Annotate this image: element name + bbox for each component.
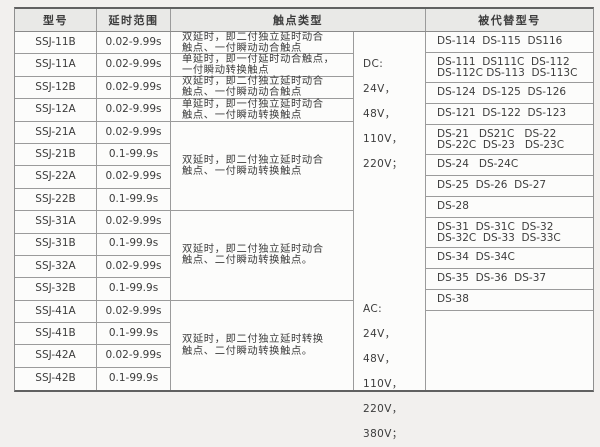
model-cell: SSJ-12A xyxy=(15,99,96,122)
delay-range-column: 0.02-9.99s 0.02-9.99s 0.02-9.99s 0.02-9.99s… xyxy=(97,32,171,390)
replaced-models-cell: DS-38 xyxy=(426,290,593,311)
delay-cell: 0.02-9.99s xyxy=(97,345,170,368)
model-cell: SSJ-21B xyxy=(15,144,96,167)
model-column: SSJ-11B SSJ-11A SSJ-12B SSJ-12A SSJ-21A SSJ-2… xyxy=(15,32,97,390)
contact-type-cell: 双延时，即二付独立延时动合 触点、一付瞬动转换触点 xyxy=(171,122,353,212)
contact-type-cell: 双延时，即二付独立延时转换 触点、二付瞬动转换触点。 xyxy=(182,333,324,357)
delay-cell: 0.02-9.99s xyxy=(97,301,170,324)
header-replaced-model: 被代替型号 xyxy=(478,14,541,27)
model-cell: SSJ-31B xyxy=(15,234,96,256)
model-cell: SSJ-42B xyxy=(35,372,76,385)
dc-voltage-text: DC: 24V，48V， 110V，220V； xyxy=(363,58,403,170)
replaced-models-cell: DS-35 DS-36 DS-37 xyxy=(426,269,593,290)
delay-cell: 0.02-9.99s xyxy=(97,77,170,100)
contact-type-cell: 双延时，即二付独立延时动合 触点、一付瞬动动合触点 xyxy=(171,31,353,55)
ac-voltage-text: AC: 24V，48V， 110V，220V， 380V； xyxy=(363,303,403,440)
replaced-models-cell: DS-28 xyxy=(426,197,593,218)
contact-type-cell: 双延时，即二付独立延时动合 触点、一付瞬动动合触点 xyxy=(171,76,353,100)
delay-cell: 0.02-9.99s xyxy=(97,122,170,144)
model-cell: SSJ-21A xyxy=(15,122,96,144)
voltage-column: DC: 24V，48V， 110V，220V； AC: 24V，48V， 110… xyxy=(354,32,426,440)
voltage-cell: DC: 24V，48V， 110V，220V； AC: 24V，48V， 110… xyxy=(354,32,425,440)
model-cell: SSJ-12B xyxy=(15,77,96,100)
header-delay-range: 延时范围 xyxy=(97,9,171,31)
replaced-models-cell: DS-21 DS21C DS-22 DS-22C DS-23 DS-23C xyxy=(426,125,593,155)
delay-cell: 0.1-99.9s xyxy=(97,278,170,301)
header-contact-type: 触点类型 xyxy=(171,9,426,31)
delay-cell: 0.02-9.99s xyxy=(97,54,170,77)
delay-cell: 0.02-9.99s xyxy=(97,99,170,122)
delay-cell: 0.1-99.9s xyxy=(108,372,159,385)
delay-cell: 0.02-9.99s xyxy=(97,32,170,55)
replaced-models-cell: DS-25 DS-26 DS-27 xyxy=(426,176,593,197)
contact-type-cell: 单延时，即一付独立延时动合 触点、一付瞬动转换触点 xyxy=(171,98,353,122)
model-cell: SSJ-11A xyxy=(15,54,96,77)
delay-cell: 0.1-99.9s xyxy=(97,189,170,212)
contact-type-cell: 单延时，即一付延时动合触点， 一付瞬动转换触点 xyxy=(171,53,353,77)
replaced-models-cell: DS-24 DS-24C xyxy=(426,155,593,176)
delay-cell: 0.02-9.99s xyxy=(97,211,170,234)
replaced-models-cell: DS-111 DS111C DS-112 DS-112C DS-113 DS-1… xyxy=(426,53,593,83)
model-cell: SSJ-11B xyxy=(15,32,96,55)
contact-type-column: 双延时，即二付独立延时动合 触点、一付瞬动动合触点 单延时，即一付延时动合触点， … xyxy=(171,31,354,390)
table-header-row: 型号 延时范围 触点类型 被代替型号 xyxy=(15,9,593,32)
replaced-models-cell: DS-31 DS-31C DS-32 DS-32C DS-33 DS-33C xyxy=(426,218,593,248)
header-model: 型号 xyxy=(15,9,97,31)
delay-cell: 0.1-99.9s xyxy=(97,323,170,346)
delay-cell: 0.02-9.99s xyxy=(97,166,170,189)
model-cell: SSJ-32B xyxy=(15,278,96,301)
model-cell: SSJ-22B xyxy=(15,189,96,212)
model-cell: SSJ-41B xyxy=(15,323,96,346)
model-cell: SSJ-32A xyxy=(15,256,96,279)
delay-cell: 0.1-99.9s xyxy=(97,234,170,256)
delay-cell: 0.02-9.99s xyxy=(97,256,170,279)
model-cell: SSJ-41A xyxy=(15,301,96,324)
delay-cell: 0.1-99.9s xyxy=(97,144,170,167)
replaced-model-column: DS-114 DS-115 DS116 DS-111 DS111C DS-112 … xyxy=(426,32,593,390)
contact-type-cell: 双延时，即二付独立延时动合 触点、二付瞬动转换触点。 xyxy=(171,211,353,301)
replaced-models-cell: DS-121 DS-122 DS-123 xyxy=(426,104,593,125)
table-body: SSJ-11B SSJ-11A SSJ-12B SSJ-12A SSJ-21A SSJ-2… xyxy=(15,31,593,440)
model-cell: SSJ-31A xyxy=(15,211,96,234)
replaced-models-cell: DS-114 DS-115 DS116 xyxy=(426,32,593,53)
replaced-models-cell: DS-124 DS-125 DS-126 xyxy=(426,83,593,104)
relay-spec-table: 型号 延时范围 触点类型 被代替型号 SSJ-11B SSJ-11A SSJ-12B… xyxy=(14,7,594,440)
model-cell: SSJ-42A xyxy=(15,345,96,368)
replaced-models-cell: DS-34 DS-34C xyxy=(426,248,593,269)
model-cell: SSJ-22A xyxy=(15,166,96,189)
empty-cell xyxy=(426,311,593,390)
